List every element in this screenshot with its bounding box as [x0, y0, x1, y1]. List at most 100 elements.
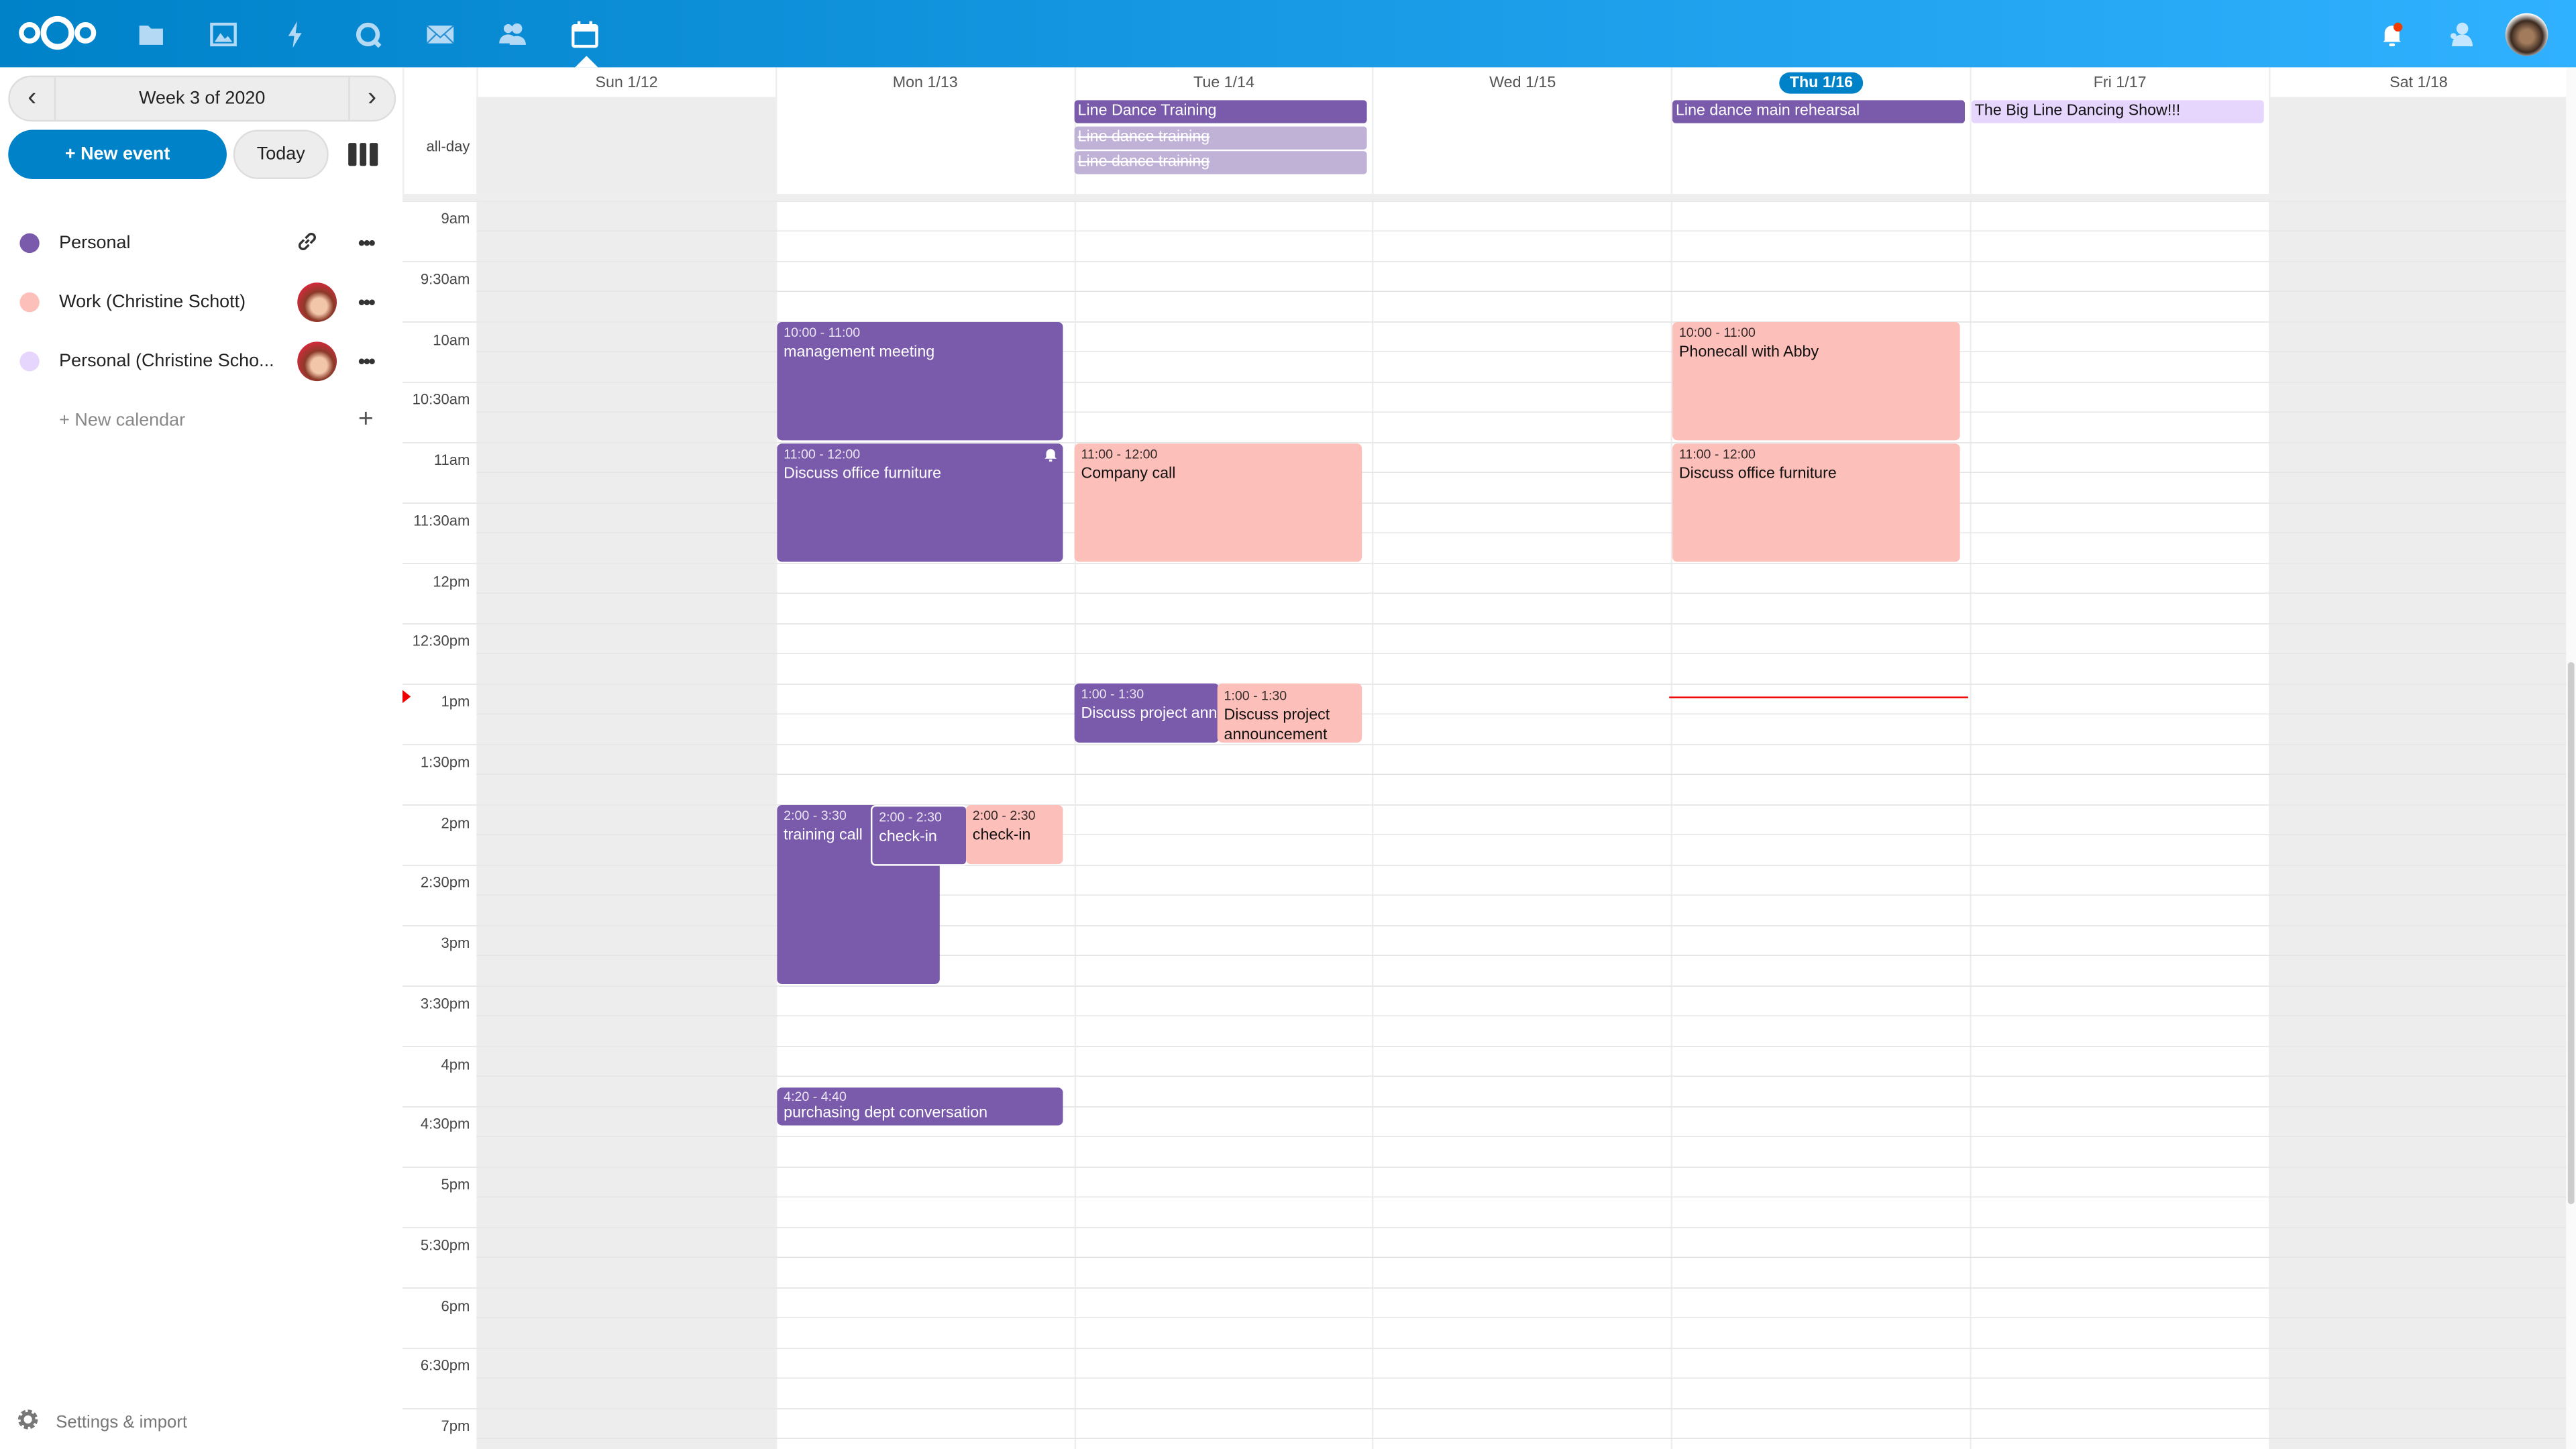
- event[interactable]: 1:00 - 1:30 Discuss project announcement: [1074, 683, 1220, 743]
- day-header[interactable]: Fri 1/17: [1970, 67, 2269, 97]
- day-header[interactable]: Sun 1/12: [476, 67, 775, 97]
- day-header[interactable]: Thu 1/16: [1671, 67, 1970, 97]
- all-day-event[interactable]: Line Dance Training: [1074, 100, 1367, 123]
- calendar-item-personal[interactable]: Personal •••: [0, 213, 402, 272]
- notifications-icon[interactable]: [2375, 18, 2408, 51]
- user-avatar[interactable]: [2505, 13, 2548, 56]
- all-day-event[interactable]: Line dance main rehearsal: [1672, 100, 1966, 123]
- day-header[interactable]: Mon 1/13: [775, 67, 1074, 97]
- settings-label: Settings & import: [56, 1411, 188, 1432]
- calendar-icon[interactable]: [568, 18, 601, 51]
- contacts-menu-icon[interactable]: [2443, 18, 2476, 51]
- event[interactable]: 10:00 - 11:00 Phonecall with Abby: [1672, 322, 1960, 441]
- nextcloud-logo[interactable]: [16, 13, 98, 53]
- link-icon[interactable]: [296, 229, 319, 258]
- calendar-color-dot[interactable]: [19, 292, 40, 313]
- mail-icon[interactable]: [424, 18, 457, 51]
- event[interactable]: 1:00 - 1:30 Discuss project announcement: [1217, 683, 1362, 743]
- event-title: Company call: [1081, 465, 1176, 484]
- time-label: 4pm: [441, 1055, 470, 1072]
- time-label: 5pm: [441, 1176, 470, 1193]
- day-header[interactable]: Sat 1/18: [2268, 67, 2567, 97]
- event-time: 11:00 - 12:00: [1081, 447, 1158, 462]
- time-label: 1pm: [441, 693, 470, 710]
- event-title: check-in: [972, 826, 1031, 845]
- photos-icon[interactable]: [207, 18, 240, 51]
- event-time: 4:20 - 4:40: [784, 1089, 847, 1104]
- next-week-button[interactable]: ›: [368, 83, 377, 112]
- event[interactable]: 11:00 - 12:00 Discuss office furniture: [777, 443, 1063, 562]
- contacts-icon[interactable]: [496, 18, 529, 51]
- calendar-item-work[interactable]: Work (Christine Schott) •••: [0, 273, 402, 332]
- all-day-event-cancelled[interactable]: Line dance training: [1074, 126, 1367, 150]
- previous-week-button[interactable]: ‹: [28, 83, 37, 112]
- time-label: 9am: [441, 210, 470, 227]
- event[interactable]: 2:00 - 2:30 check-in: [870, 805, 968, 866]
- calendar-color-dot[interactable]: [19, 352, 40, 372]
- calendar-color-dot[interactable]: [19, 233, 40, 254]
- event[interactable]: 10:00 - 11:00 management meeting: [777, 322, 1063, 441]
- event-title: purchasing dept conversation: [784, 1104, 988, 1122]
- sidebar: ‹ Week 3 of 2020 › + New event Today Per…: [0, 67, 405, 1449]
- today-button[interactable]: Today: [233, 129, 329, 179]
- all-day-label: all-day: [426, 138, 470, 155]
- calendar-name: Personal (Christine Scho...: [59, 352, 274, 372]
- time-label: 12:30pm: [412, 633, 470, 649]
- time-label: 6:30pm: [420, 1357, 470, 1374]
- time-label: 12pm: [433, 572, 470, 589]
- event[interactable]: 2:00 - 2:30 check-in: [966, 805, 1063, 865]
- settings-button[interactable]: Settings & import: [16, 1408, 187, 1436]
- day-header[interactable]: Tue 1/14: [1073, 67, 1373, 97]
- week-navigator: ‹ Week 3 of 2020 ›: [8, 75, 396, 122]
- event[interactable]: 4:20 - 4:40 purchasing dept conversation: [777, 1087, 1063, 1126]
- event-title: Discuss office furniture: [784, 465, 942, 484]
- event[interactable]: 11:00 - 12:00 Company call: [1074, 443, 1362, 562]
- more-options-icon[interactable]: •••: [358, 290, 376, 314]
- week-view: all-day Line Dance Training Line dance t…: [402, 67, 2567, 1449]
- time-axis: [402, 200, 477, 1449]
- scrollbar[interactable]: [2566, 67, 2576, 1449]
- event-time: 2:00 - 3:30: [784, 808, 847, 823]
- talk-icon[interactable]: [352, 18, 384, 51]
- day-label: Fri 1/17: [2093, 72, 2147, 91]
- time-label: 2:30pm: [420, 874, 470, 891]
- event-time: 1:00 - 1:30: [1081, 686, 1144, 702]
- time-label: 3pm: [441, 934, 470, 951]
- active-app-indicator: [575, 56, 598, 68]
- week-label[interactable]: Week 3 of 2020: [54, 77, 350, 120]
- event-time: 2:00 - 2:30: [972, 808, 1036, 823]
- new-event-button[interactable]: + New event: [8, 129, 227, 179]
- new-calendar-button[interactable]: + New calendar +: [0, 391, 402, 450]
- activity-icon[interactable]: [279, 18, 312, 51]
- event-time: 11:00 - 12:00: [784, 447, 861, 462]
- time-label: 2pm: [441, 814, 470, 830]
- view-switcher-icon[interactable]: [348, 143, 378, 166]
- event-title: Phonecall with Abby: [1678, 343, 1819, 362]
- day-header[interactable]: Wed 1/15: [1372, 67, 1672, 97]
- current-time-line: [1669, 696, 1968, 698]
- more-options-icon[interactable]: •••: [358, 231, 376, 255]
- time-label: 10am: [433, 331, 470, 347]
- plus-icon[interactable]: +: [358, 405, 374, 434]
- all-day-event[interactable]: The Big Line Dancing Show!!!: [1971, 100, 2264, 123]
- day-label: Wed 1/15: [1489, 72, 1556, 91]
- day-label: Sun 1/12: [595, 72, 658, 91]
- time-label: 7pm: [441, 1417, 470, 1434]
- event-time: 1:00 - 1:30: [1224, 688, 1287, 704]
- calendar-item-personal-shared[interactable]: Personal (Christine Scho... •••: [0, 332, 402, 391]
- gear-icon: [16, 1408, 39, 1436]
- more-options-icon[interactable]: •••: [358, 350, 376, 373]
- event-time: 10:00 - 11:00: [784, 325, 861, 340]
- event[interactable]: 11:00 - 12:00 Discuss office furniture: [1672, 443, 1960, 562]
- day-label: Thu 1/16: [1780, 71, 1863, 93]
- bell-icon: [1043, 447, 1058, 466]
- event-title: Discuss office furniture: [1678, 465, 1837, 484]
- files-icon[interactable]: [135, 18, 168, 51]
- event-time: 11:00 - 12:00: [1678, 447, 1756, 462]
- time-label: 4:30pm: [420, 1116, 470, 1132]
- event-time: 10:00 - 11:00: [1678, 325, 1756, 340]
- time-label: 11am: [433, 451, 470, 468]
- all-day-event-cancelled[interactable]: Line dance training: [1074, 151, 1367, 174]
- day-label: Mon 1/13: [892, 72, 958, 91]
- top-header: [0, 0, 2576, 68]
